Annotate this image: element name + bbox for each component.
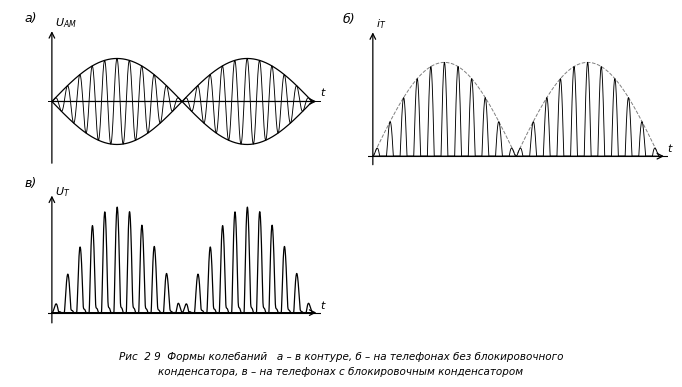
Text: Рис  2 9  Формы колебаний   а – в контуре, б – на телефонах без блокировочного: Рис 2 9 Формы колебаний а – в контуре, б… — [119, 352, 563, 362]
Text: б): б) — [342, 13, 355, 26]
Text: конденсатора, в – на телефонах с блокировочным конденсатором: конденсатора, в – на телефонах с блокиро… — [158, 367, 524, 377]
Text: а): а) — [25, 12, 37, 25]
Text: t: t — [668, 144, 672, 154]
Text: t: t — [320, 301, 325, 312]
Text: $i_T$: $i_T$ — [376, 17, 386, 31]
Text: $U_T$: $U_T$ — [55, 185, 70, 199]
Text: в): в) — [25, 177, 37, 190]
Text: t: t — [320, 88, 325, 98]
Text: $U_{AM}$: $U_{AM}$ — [55, 16, 77, 30]
